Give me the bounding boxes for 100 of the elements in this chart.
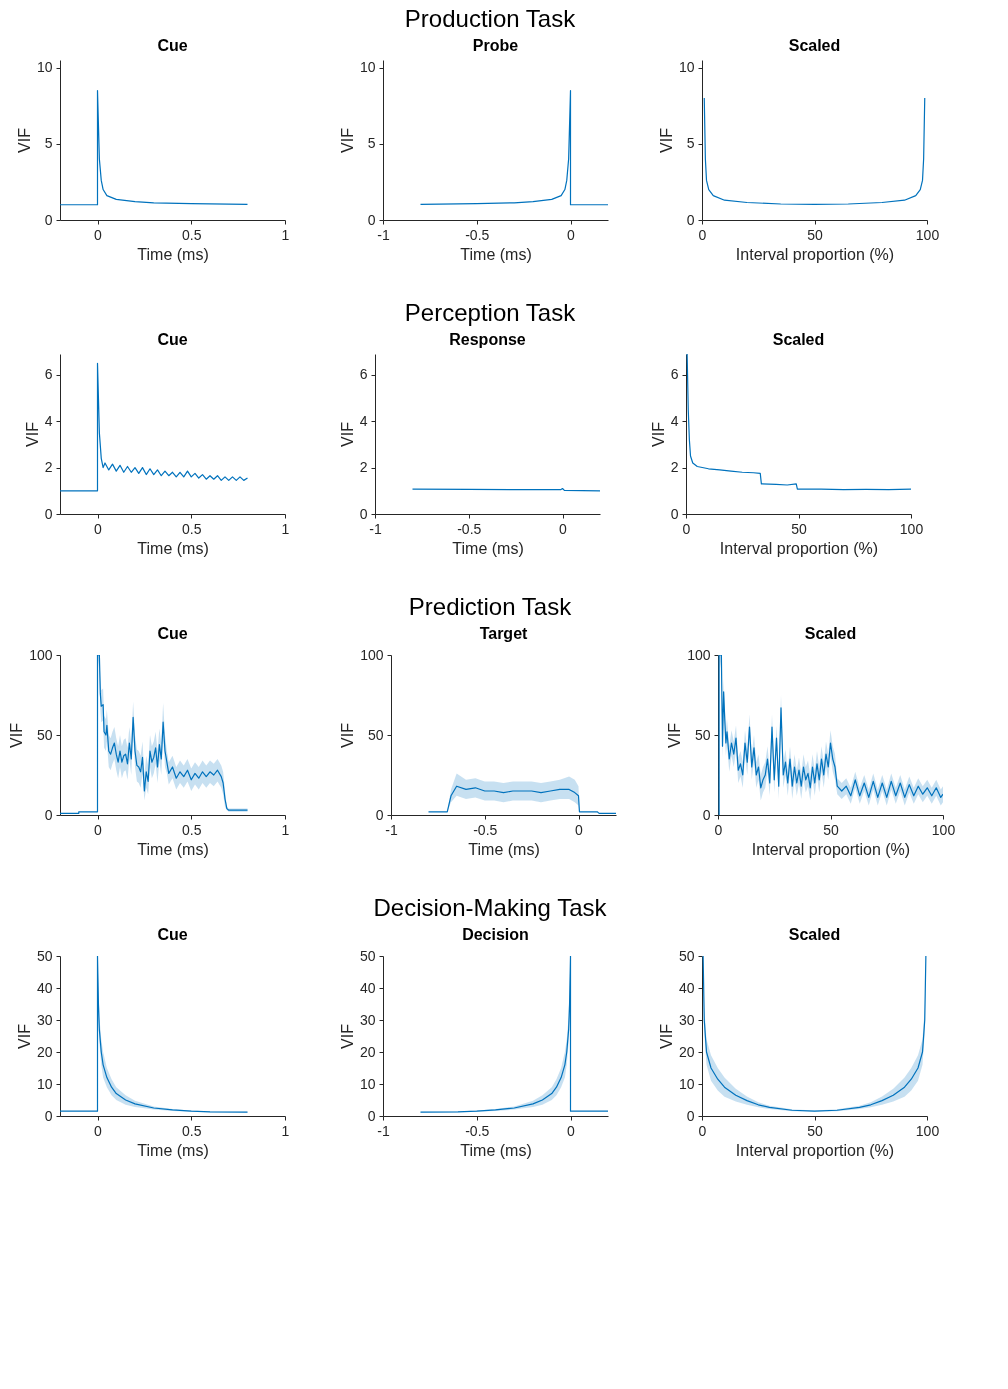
x-axis-title: Interval proportion (%): [735, 245, 895, 263]
x-tick-label: 50: [823, 821, 839, 838]
y-tick-label: 2: [670, 459, 679, 476]
y-tick-label: 40: [359, 979, 376, 996]
x-tick-label: -0.5: [457, 520, 482, 537]
x-tick-label: 100: [915, 226, 940, 243]
y-tick-label: 10: [36, 59, 53, 76]
x-axis-title: Time (ms): [137, 245, 209, 263]
x-tick-label: -0.5: [465, 226, 490, 243]
y-tick-label: 20: [678, 1043, 695, 1060]
x-tick-label: -1: [369, 520, 382, 537]
y-tick-label: 50: [694, 726, 711, 743]
y-axis-title: VIF: [657, 127, 675, 153]
y-tick-label: 20: [36, 1043, 53, 1060]
y-tick-label: 50: [367, 726, 384, 743]
y-tick-label: 2: [44, 459, 53, 476]
x-axis-title: Interval proportion (%): [751, 840, 911, 858]
y-tick-label: 50: [36, 726, 53, 743]
chart-title: Decision: [462, 926, 529, 943]
chart-title: Scaled: [788, 926, 841, 943]
y-tick-label: 4: [44, 412, 53, 429]
y-tick-label: 50: [678, 947, 695, 964]
y-axis-title: VIF: [339, 722, 357, 748]
y-tick-label: 0: [686, 1107, 695, 1124]
y-tick-label: 40: [36, 979, 53, 996]
x-axis-title: Time (ms): [460, 1141, 532, 1159]
y-tick-label: 4: [359, 412, 368, 429]
x-tick-label: 0: [567, 1122, 576, 1139]
y-tick-label: 6: [359, 366, 368, 383]
y-tick-label: 50: [359, 947, 376, 964]
y-tick-label: 30: [36, 1011, 53, 1028]
y-axis-title: VIF: [657, 1023, 675, 1049]
x-tick-label: 0.5: [182, 520, 202, 537]
chart-title: Scaled: [804, 625, 857, 642]
y-tick-label: 6: [670, 366, 679, 383]
y-tick-label: 30: [359, 1011, 376, 1028]
y-axis-title: VIF: [338, 127, 356, 153]
x-tick-label: 100: [899, 520, 924, 537]
line-series: [60, 362, 249, 492]
y-tick-label: 0: [367, 1107, 376, 1124]
x-tick-label: 0: [575, 821, 584, 838]
y-axis-title: VIF: [8, 722, 26, 748]
y-axis-title: VIF: [15, 127, 33, 153]
y-axis-title: VIF: [338, 421, 356, 447]
x-tick-label: 50: [807, 226, 823, 243]
line-series: [419, 89, 608, 206]
y-tick-label: 0: [686, 211, 695, 228]
x-axis-title: Time (ms): [137, 1141, 209, 1159]
x-tick-label: 0: [94, 520, 103, 537]
y-tick-label: 100: [29, 646, 53, 663]
text: Decision-Making Task: [373, 894, 608, 921]
x-tick-label: -0.5: [465, 1122, 490, 1139]
y-axis-title: VIF: [23, 421, 41, 447]
x-tick-label: 1: [281, 226, 290, 243]
y-tick-label: 0: [44, 1107, 53, 1124]
chart-title: Cue: [157, 625, 188, 642]
y-tick-label: 5: [686, 135, 695, 152]
line-series: [60, 89, 249, 206]
x-tick-label: 0: [94, 821, 103, 838]
text: Production Task: [404, 5, 577, 32]
y-tick-label: 5: [367, 135, 376, 152]
x-axis-title: Time (ms): [468, 840, 540, 858]
x-tick-label: -1: [377, 226, 390, 243]
y-tick-label: 0: [44, 211, 53, 228]
y-tick-label: 0: [367, 211, 376, 228]
y-axis-title: VIF: [338, 1023, 356, 1049]
line-series: [427, 785, 616, 814]
x-tick-label: -1: [385, 821, 398, 838]
x-axis-title: Time (ms): [137, 840, 209, 858]
x-tick-label: 100: [915, 1122, 940, 1139]
y-tick-label: 10: [359, 59, 376, 76]
y-tick-label: 100: [360, 646, 384, 663]
y-tick-label: 30: [678, 1011, 695, 1028]
x-tick-label: 50: [791, 520, 807, 537]
y-tick-label: 0: [670, 505, 679, 522]
y-axis-title: VIF: [15, 1023, 33, 1049]
y-tick-label: 10: [678, 59, 695, 76]
y-tick-label: 50: [36, 947, 53, 964]
y-tick-label: 0: [44, 806, 53, 823]
line-series: [703, 97, 926, 206]
x-tick-label: 0: [567, 226, 576, 243]
x-axis-title: Time (ms): [452, 539, 524, 557]
x-tick-label: 0: [94, 1122, 103, 1139]
y-tick-label: 0: [702, 806, 711, 823]
y-tick-label: 10: [36, 1075, 53, 1092]
y-tick-label: 10: [359, 1075, 376, 1092]
chart-title: Cue: [157, 926, 188, 943]
x-tick-label: 0.5: [182, 226, 202, 243]
y-tick-label: 0: [44, 505, 53, 522]
x-tick-label: 100: [931, 821, 956, 838]
y-tick-label: 6: [44, 366, 53, 383]
y-axis-title: VIF: [649, 421, 667, 447]
x-tick-label: 1: [281, 821, 290, 838]
y-tick-label: 10: [678, 1075, 695, 1092]
y-tick-label: 40: [678, 979, 695, 996]
x-tick-label: -0.5: [473, 821, 498, 838]
x-axis-title: Time (ms): [460, 245, 532, 263]
x-tick-label: 0: [94, 226, 103, 243]
x-axis-title: Interval proportion (%): [735, 1141, 895, 1159]
y-tick-label: 20: [359, 1043, 376, 1060]
